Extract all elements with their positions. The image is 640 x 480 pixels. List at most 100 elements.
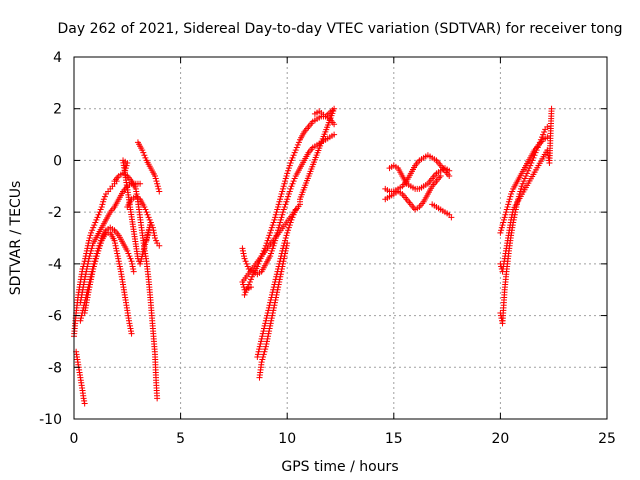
data-point [90, 263, 97, 270]
data-point [95, 211, 102, 218]
data-point [113, 247, 120, 254]
grid-lines [74, 57, 607, 419]
y-tick-labels: -10 -8 -6 -4 -2 0 2 4 [39, 50, 62, 428]
data-point [524, 170, 531, 177]
data-point [281, 203, 288, 210]
data-point [88, 245, 95, 252]
data-point [270, 304, 277, 311]
data-point [241, 253, 248, 260]
data-point [273, 291, 280, 298]
data-point [87, 232, 94, 239]
data-point [331, 121, 338, 128]
data-point [128, 258, 135, 265]
y-tick-label: -6 [48, 309, 62, 325]
data-point [285, 227, 292, 234]
data-point [114, 253, 121, 260]
data-point [256, 346, 263, 353]
data-point [505, 198, 512, 205]
data-point [89, 271, 96, 278]
data-point [272, 211, 279, 218]
data-point [274, 206, 281, 213]
data-point [283, 172, 290, 179]
data-point [239, 247, 246, 254]
data-point [289, 154, 296, 161]
data-point [272, 297, 279, 304]
data-point [285, 193, 292, 200]
data-point [505, 201, 512, 208]
data-point [283, 242, 290, 249]
data-point [86, 253, 93, 260]
data-point [239, 245, 246, 252]
data-point [156, 188, 163, 195]
data-point [437, 172, 444, 179]
data-point [268, 315, 275, 322]
data-point [90, 224, 97, 231]
data-point [124, 247, 131, 254]
data-point [88, 229, 95, 236]
data-point [277, 216, 284, 223]
data-point [81, 397, 88, 404]
data-point [78, 315, 85, 322]
data-point [282, 201, 289, 208]
data-point [266, 232, 273, 239]
data-point [255, 348, 262, 355]
data-point [85, 237, 92, 244]
data-point [525, 167, 532, 174]
data-point [268, 247, 275, 254]
data-point [282, 247, 289, 254]
data-point [275, 284, 282, 291]
x-tick-label: 25 [598, 431, 616, 447]
data-point [143, 237, 150, 244]
data-point [249, 273, 256, 280]
data-point [96, 209, 103, 216]
data-point [285, 224, 292, 231]
data-point [291, 149, 298, 156]
data-point [282, 178, 289, 185]
data-point [279, 188, 286, 195]
data-point [521, 175, 528, 182]
data-point [544, 123, 551, 130]
data-point [83, 268, 90, 275]
data-point [331, 131, 338, 138]
data-point [269, 222, 276, 229]
data-point [151, 232, 158, 239]
data-point [263, 338, 270, 345]
data-point [141, 152, 148, 159]
data-point [126, 322, 133, 329]
data-point [279, 260, 286, 267]
y-tick-label: 2 [53, 102, 62, 118]
data-point [77, 317, 84, 324]
data-point [150, 229, 157, 236]
data-point [152, 172, 159, 179]
data-point [87, 250, 94, 257]
data-point [262, 317, 269, 324]
data-point [268, 224, 275, 231]
data-point [448, 214, 455, 221]
data-point [142, 206, 149, 213]
data-point [267, 229, 274, 236]
data-point [278, 266, 285, 273]
data-point [143, 209, 150, 216]
data-point [276, 198, 283, 205]
data-point [254, 353, 261, 360]
data-point [261, 322, 268, 329]
data-point [84, 263, 91, 270]
data-point [89, 242, 96, 249]
data-point [154, 180, 161, 187]
x-tick-label: 15 [385, 431, 403, 447]
data-point [116, 263, 123, 270]
data-point [100, 196, 107, 203]
data-point [260, 351, 267, 358]
data-point [286, 188, 293, 195]
data-point [85, 258, 92, 265]
data-point [541, 128, 548, 135]
data-point [267, 253, 274, 260]
data-point [259, 333, 266, 340]
data-point [97, 206, 104, 213]
data-point [277, 193, 284, 200]
data-point [152, 175, 159, 182]
data-point [147, 222, 154, 229]
data-point [146, 216, 153, 223]
data-point [94, 250, 101, 257]
data-point [92, 258, 99, 265]
